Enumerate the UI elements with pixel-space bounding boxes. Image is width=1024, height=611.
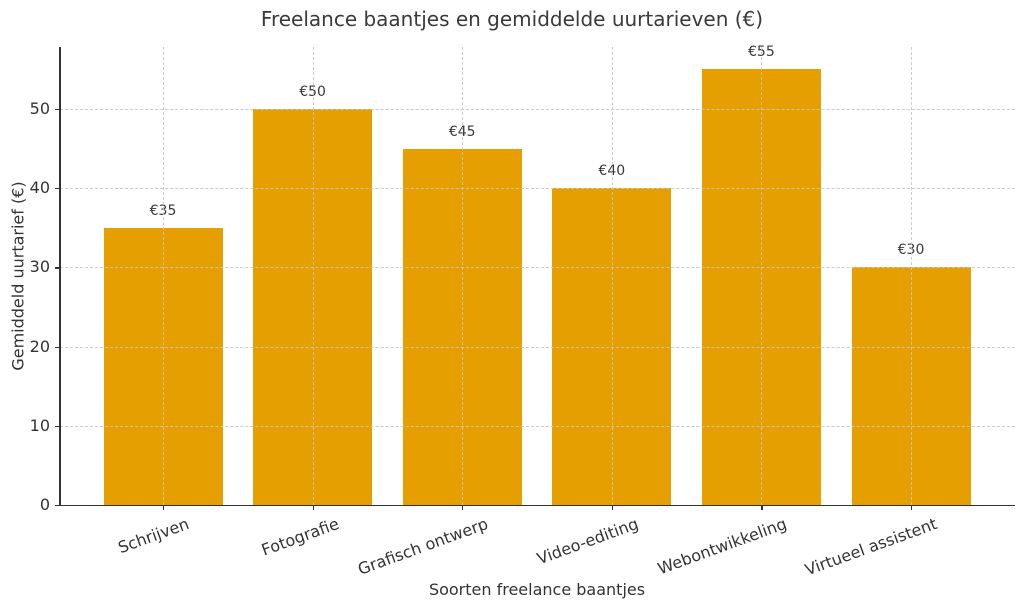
grid-line-horizontal-overlay xyxy=(60,109,1015,110)
y-tick-label: 0 xyxy=(39,495,50,514)
y-tick-label: 20 xyxy=(29,336,50,356)
y-axis-label: Gemiddeld uurtarief (€) xyxy=(8,181,28,371)
x-tick-mark xyxy=(163,505,165,510)
y-tick-mark xyxy=(55,425,60,427)
bar-value-label: €45 xyxy=(448,123,476,140)
y-tick-label: 50 xyxy=(29,99,50,118)
x-tick-mark xyxy=(911,505,913,510)
y-tick-mark xyxy=(55,505,60,507)
x-tick-mark xyxy=(462,505,464,510)
grid-line-horizontal-overlay xyxy=(60,346,1015,348)
x-axis-label: Soorten freelance baantjes xyxy=(428,580,646,599)
x-tick-mark xyxy=(611,505,613,510)
bar-value-label: €55 xyxy=(748,44,775,61)
x-tick-mark xyxy=(761,505,763,510)
x-tick-label: Schrijven xyxy=(115,514,192,558)
x-tick-mark xyxy=(312,505,314,510)
grid-line-horizontal-overlay xyxy=(60,425,1015,427)
bar-value-label: €35 xyxy=(149,202,177,219)
y-tick-label: 10 xyxy=(29,415,50,435)
grid-line-vertical-overlay xyxy=(761,47,763,505)
x-tick-label: Video-editing xyxy=(534,514,641,569)
y-tick-label: 40 xyxy=(29,178,50,198)
x-axis-line xyxy=(59,504,1015,506)
x-tick-label: Grafisch ontwerp xyxy=(355,514,491,579)
bar-value-label: €40 xyxy=(598,163,626,180)
bar-value-label: €50 xyxy=(299,84,326,100)
x-tick-label: Virtueel assistent xyxy=(802,514,940,580)
y-axis-line xyxy=(59,47,61,506)
y-tick-label: 30 xyxy=(29,257,50,277)
grid-line-vertical-overlay xyxy=(163,47,164,505)
grid-line-vertical-overlay xyxy=(462,47,464,505)
y-tick-mark xyxy=(55,109,60,111)
x-tick-label: Webontwikkeling xyxy=(655,514,790,579)
bar-value-label: €30 xyxy=(897,242,925,259)
y-tick-mark xyxy=(55,346,60,348)
chart-title: Freelance baantjes en gemiddelde uurtari… xyxy=(260,7,764,31)
grid-line-vertical-overlay xyxy=(312,47,314,505)
grid-line-horizontal-overlay xyxy=(60,188,1015,190)
grid-line-vertical-overlay xyxy=(611,47,613,505)
x-tick-label: Fotografie xyxy=(258,514,342,560)
y-tick-mark xyxy=(55,188,60,190)
grid-line-horizontal-overlay xyxy=(60,267,1015,269)
y-tick-mark xyxy=(55,267,60,269)
grid-line-vertical-overlay xyxy=(911,47,912,505)
plot-area: €35 €50 €45 €40 €55 €30 xyxy=(60,44,1015,505)
